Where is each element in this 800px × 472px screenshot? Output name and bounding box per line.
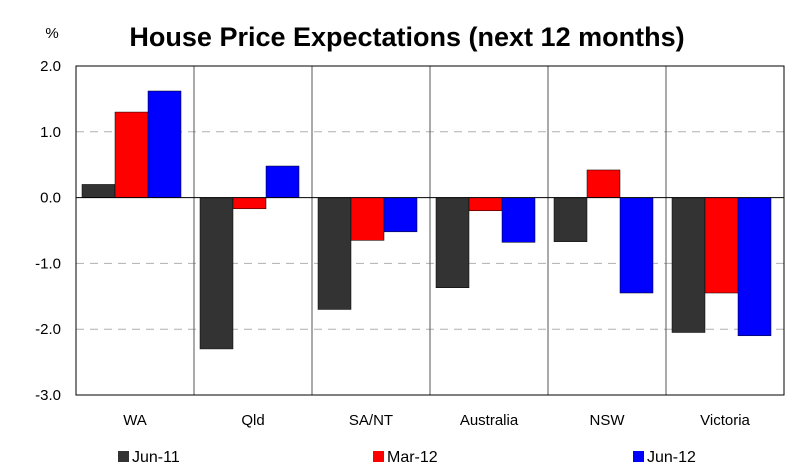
plot-border [75,65,785,396]
bar-jun-12-sant [383,197,418,233]
bar-jun-12-wa [147,90,182,198]
bar-mar-12-sant [350,197,385,241]
category-label: WA [123,412,147,429]
category-label: SA/NT [349,412,393,429]
bar-mar-12-wa [114,111,149,198]
category-label: NSW [590,412,626,429]
y-tick-label: 0.0 [40,190,61,207]
bar-jun-11-wa [81,184,116,198]
bar-jun-11-victoria [671,197,706,333]
bar-jun-11-australia [435,197,470,288]
bar-jun-12-victoria [737,197,772,337]
bar-jun-11-sant [317,197,352,310]
bar-mar-12-victoria [704,197,739,294]
bar-mar-12-nsw [586,169,621,198]
legend-label: Mar-12 [387,449,438,466]
bar-jun-11-nsw [553,197,588,242]
bars [81,90,772,350]
y-tick-label: -1.0 [35,255,61,272]
chart-title: House Price Expectations (next 12 months… [129,22,684,52]
bar-jun-11-qld [199,197,234,350]
y-tick-label: 1.0 [40,124,61,141]
legend-swatch [633,451,644,462]
bar-mar-12-australia [468,197,503,212]
legend-swatch [373,451,384,462]
y-tick-label: -2.0 [35,321,61,338]
y-axis-ticks: 2.0 1.0 0.0 -1.0 -2.0 -3.0 [35,58,61,404]
bar-mar-12-qld [232,197,267,210]
y-tick-label: 2.0 [40,58,61,75]
category-label: Australia [460,412,519,429]
x-axis-categories: WA Qld SA/NT Australia NSW Victoria [123,412,750,429]
plot-frame [75,65,785,396]
y-tick-label: -3.0 [35,387,61,404]
category-label: Qld [241,412,264,429]
y-unit-label: % [45,25,58,42]
grid-lines [76,66,784,395]
legend: Jun-11 Mar-12 Jun-12 [118,449,696,466]
bar-jun-12-qld [265,165,300,198]
legend-label: Jun-12 [647,449,696,466]
legend-label: Jun-11 [132,449,180,466]
bar-jun-12-australia [501,197,536,243]
category-label: Victoria [700,412,750,429]
bar-jun-12-nsw [619,197,654,294]
legend-swatch [118,451,129,462]
